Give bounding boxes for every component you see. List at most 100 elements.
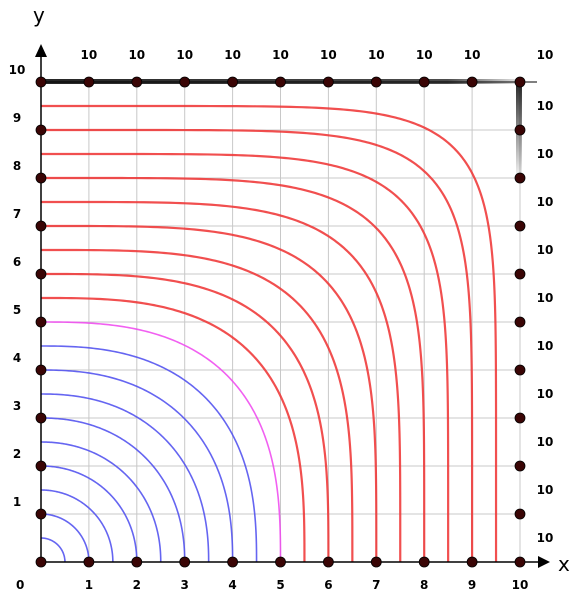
- curve-blue: [41, 465, 138, 562]
- x-axis-point: [514, 556, 526, 568]
- right-edge-label: 10: [537, 243, 554, 257]
- curve-red: [40, 248, 354, 563]
- axes: x y 0: [16, 3, 570, 592]
- top-edge-label: 10: [176, 48, 193, 62]
- right-edge-point: [514, 412, 526, 424]
- y-axis-point: [35, 316, 47, 328]
- y-axis-point: [35, 124, 47, 136]
- x-axis-point: [131, 556, 143, 568]
- y-axis-point: [35, 460, 47, 472]
- right-edge-point: [514, 220, 526, 232]
- x-axis-point: [83, 556, 95, 568]
- curves: [40, 104, 498, 563]
- y-tick-label: 1: [13, 495, 21, 509]
- x-tick-label: 2: [133, 578, 141, 592]
- curve-blue: [40, 441, 162, 563]
- right-edge-label: 10: [537, 531, 554, 545]
- right-edge-label: 10: [537, 291, 554, 305]
- x-axis-label: x: [558, 552, 570, 576]
- right-edge-point: [514, 268, 526, 280]
- y-axis-point: [35, 172, 47, 184]
- top-edge-point: [370, 76, 382, 88]
- y-axis-point: [35, 364, 47, 376]
- x-axis-point: [227, 556, 239, 568]
- curve-blue: [40, 345, 258, 563]
- origin-label: 0: [16, 578, 24, 592]
- right-edge-point: [514, 508, 526, 520]
- y-axis-label: y: [33, 3, 45, 27]
- right-edge-label: 10: [537, 387, 554, 401]
- right-edge-label: 10: [537, 99, 554, 113]
- curve-red: [40, 272, 330, 563]
- top-edge-point: [466, 76, 478, 88]
- x-tick-label: 10: [512, 578, 529, 592]
- top-edge-label: 10: [128, 48, 145, 62]
- curve-red: [40, 296, 306, 563]
- curve-red: [40, 200, 402, 563]
- right-edge-label: 10: [537, 435, 554, 449]
- y-tick-label: 10: [9, 63, 26, 77]
- curve-red: [40, 152, 450, 563]
- y-tick-label: 4: [13, 351, 21, 365]
- curve-blue: [40, 369, 234, 563]
- curve-blue: [41, 489, 114, 562]
- x-axis-arrow: [538, 556, 550, 568]
- curve-red: [40, 128, 474, 563]
- y-axis-point: [35, 220, 47, 232]
- x-axis-point: [370, 556, 382, 568]
- curve-red: [40, 176, 426, 563]
- top-edge-label: 10: [320, 48, 337, 62]
- curve-magenta: [40, 321, 282, 563]
- top-edge-label: 10: [537, 48, 554, 62]
- top-edge-label: 10: [368, 48, 385, 62]
- curve-blue: [41, 513, 90, 562]
- right-edge-label: 10: [537, 483, 554, 497]
- grid-points: [35, 76, 526, 568]
- top-edge-point: [83, 76, 95, 88]
- x-tick-label: 6: [324, 578, 332, 592]
- curve-blue: [40, 417, 186, 563]
- y-tick-label: 5: [13, 303, 21, 317]
- top-edge-label: 10: [224, 48, 241, 62]
- grid: [41, 81, 521, 562]
- y-axis-point: [35, 268, 47, 280]
- right-edge-label: 10: [537, 147, 554, 161]
- x-tick-label: 4: [228, 578, 236, 592]
- x-tick-label: 7: [372, 578, 380, 592]
- curve-blue: [40, 393, 210, 563]
- x-tick-label: 3: [181, 578, 189, 592]
- curve-red: [40, 224, 378, 563]
- x-axis-point: [179, 556, 191, 568]
- x-axis-point: [35, 556, 47, 568]
- right-edge-point: [514, 364, 526, 376]
- right-edge-label: 10: [537, 195, 554, 209]
- right-edge-label: 10: [537, 339, 554, 353]
- y-tick-label: 9: [13, 111, 21, 125]
- x-tick-label: 1: [85, 578, 93, 592]
- top-edge-point: [275, 76, 286, 88]
- x-tick-label: 9: [468, 578, 476, 592]
- y-tick-label: 2: [13, 447, 21, 461]
- right-edge-point: [514, 316, 526, 328]
- top-edge-point: [514, 76, 526, 88]
- top-edge-label: 10: [81, 48, 98, 62]
- right-edge-point: [514, 172, 526, 184]
- top-edge-point: [418, 76, 430, 88]
- y-tick-label: 8: [13, 159, 21, 173]
- right-edge-point: [514, 124, 526, 136]
- y-axis-arrow: [35, 44, 47, 57]
- curve-red: [41, 104, 498, 563]
- y-axis-point: [35, 508, 47, 520]
- x-tick-label: 8: [420, 578, 428, 592]
- right-edge-point: [514, 460, 526, 472]
- y-tick-label: 6: [13, 255, 21, 269]
- y-axis-point: [35, 76, 47, 88]
- y-axis-point: [35, 412, 47, 424]
- x-axis-point: [418, 556, 430, 568]
- y-tick-label: 3: [13, 399, 21, 413]
- top-edge-point: [322, 76, 334, 88]
- top-edge-label: 10: [464, 48, 481, 62]
- x-axis-point: [275, 556, 286, 568]
- top-edge-label: 10: [272, 48, 289, 62]
